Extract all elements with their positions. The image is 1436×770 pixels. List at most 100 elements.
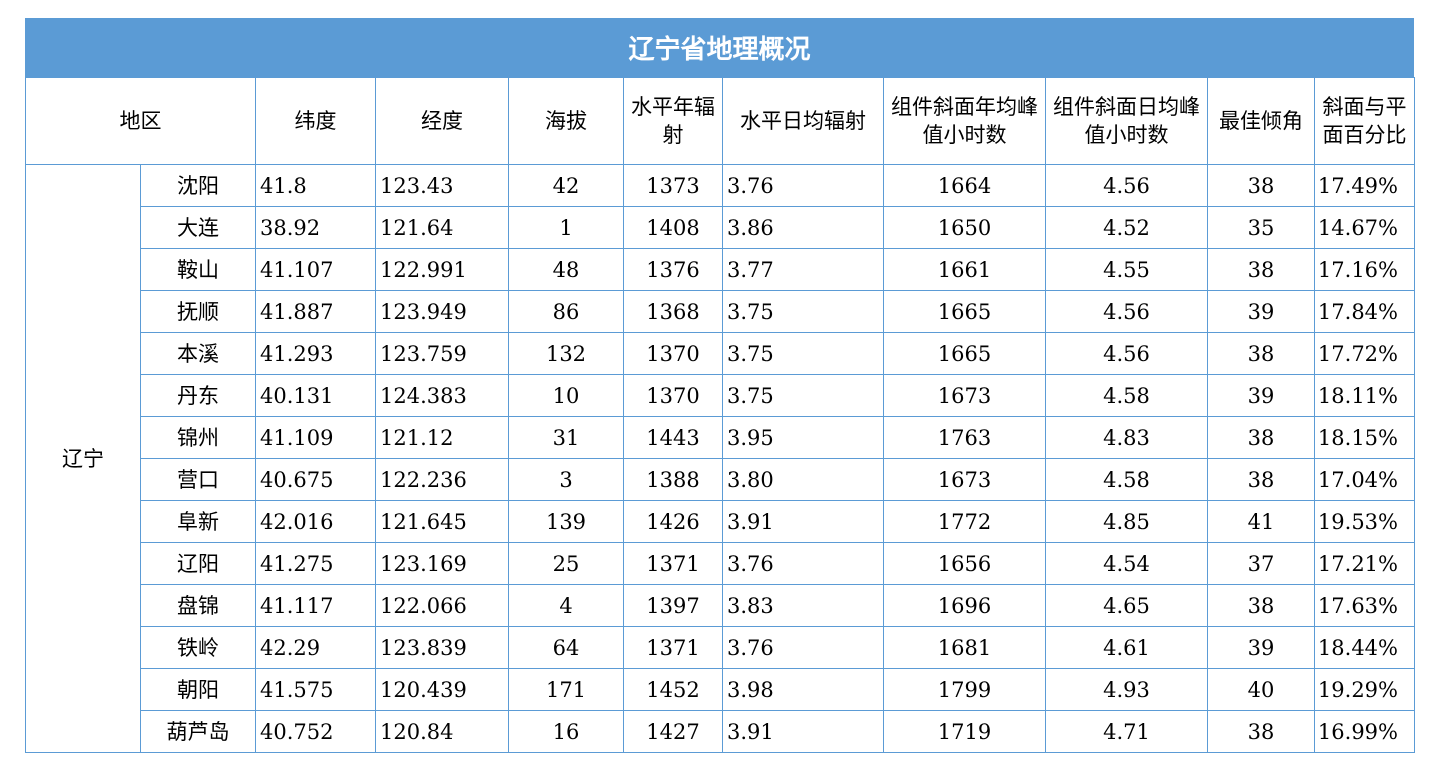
header-region: 地区 [25,77,256,165]
city-name: 辽阳 [140,542,256,585]
table-row: 盘锦 41.117 122.066 4 1397 3.83 1696 4.65 38 17.63% [26,584,1415,627]
altitude-cell: 1 [508,206,624,249]
optimal-tilt-cell: 41 [1207,500,1315,543]
city-name: 阜新 [140,500,256,543]
horizontal-annual-cell: 1426 [623,500,723,543]
tilted-daily-cell: 4.71 [1045,710,1208,753]
header-tilt-to-flat-percentage: 斜面与平面百分比 [1314,77,1415,165]
optimal-tilt-cell: 38 [1207,248,1315,291]
table-row: 鞍山 41.107 122.991 48 1376 3.77 1661 4.55 38 17.16… [26,248,1415,291]
table-row: 抚顺 41.887 123.949 86 1368 3.75 1665 4.56 39 17.84… [26,290,1415,333]
latitude-cell: 38.92 [255,206,376,249]
tilted-daily-cell: 4.58 [1045,458,1208,501]
horizontal-daily-cell: 3.91 [722,710,884,753]
latitude-cell: 41.117 [255,584,376,627]
header-tilted-annual-peak-hours: 组件斜面年均峰值小时数 [883,77,1046,165]
horizontal-daily-cell: 3.76 [722,542,884,585]
longitude-cell: 122.991 [375,248,509,291]
altitude-cell: 139 [508,500,624,543]
optimal-tilt-cell: 35 [1207,206,1315,249]
optimal-tilt-cell: 38 [1207,710,1315,753]
horizontal-annual-cell: 1373 [623,164,723,207]
longitude-cell: 122.236 [375,458,509,501]
horizontal-annual-cell: 1376 [623,248,723,291]
header-altitude: 海拔 [508,77,624,165]
horizontal-annual-cell: 1371 [623,626,723,669]
latitude-cell: 41.8 [255,164,376,207]
longitude-cell: 123.169 [375,542,509,585]
longitude-cell: 123.949 [375,290,509,333]
tilted-daily-cell: 4.56 [1045,164,1208,207]
altitude-cell: 16 [508,710,624,753]
horizontal-daily-cell: 3.86 [722,206,884,249]
city-name: 本溪 [140,332,256,375]
horizontal-annual-cell: 1370 [623,332,723,375]
city-name: 大连 [140,206,256,249]
tilted-annual-cell: 1664 [883,164,1046,207]
percentage-cell: 17.21% [1314,542,1415,585]
city-name: 沈阳 [140,164,256,207]
tilted-annual-cell: 1696 [883,584,1046,627]
percentage-cell: 17.63% [1314,584,1415,627]
percentage-cell: 14.67% [1314,206,1415,249]
tilted-daily-cell: 4.56 [1045,332,1208,375]
region-cell: 辽宁 [25,164,141,753]
tilted-annual-cell: 1763 [883,416,1046,459]
latitude-cell: 41.275 [255,542,376,585]
tilted-annual-cell: 1772 [883,500,1046,543]
header-horizontal-annual-radiation: 水平年辐射 [623,77,723,165]
table-row: 朝阳 41.575 120.439 171 1452 3.98 1799 4.93 40 19.2… [26,668,1415,711]
tilted-annual-cell: 1665 [883,332,1046,375]
horizontal-annual-cell: 1408 [623,206,723,249]
longitude-cell: 120.439 [375,668,509,711]
percentage-cell: 17.04% [1314,458,1415,501]
horizontal-annual-cell: 1368 [623,290,723,333]
horizontal-annual-cell: 1371 [623,542,723,585]
tilted-daily-cell: 4.58 [1045,374,1208,417]
latitude-cell: 40.752 [255,710,376,753]
city-name: 锦州 [140,416,256,459]
altitude-cell: 64 [508,626,624,669]
tilted-daily-cell: 4.65 [1045,584,1208,627]
horizontal-annual-cell: 1427 [623,710,723,753]
longitude-cell: 123.759 [375,332,509,375]
latitude-cell: 41.887 [255,290,376,333]
city-name: 盘锦 [140,584,256,627]
city-name: 营口 [140,458,256,501]
optimal-tilt-cell: 38 [1207,332,1315,375]
city-name: 朝阳 [140,668,256,711]
tilted-annual-cell: 1673 [883,458,1046,501]
horizontal-daily-cell: 3.80 [722,458,884,501]
horizontal-daily-cell: 3.76 [722,164,884,207]
table-row: 辽宁 沈阳 41.8 123.43 42 1373 3.76 1664 4.56 38 17.49% [25,164,1415,753]
table-row: 丹东 40.131 124.383 10 1370 3.75 1673 4.58 39 18.11… [26,374,1415,417]
latitude-cell: 40.675 [255,458,376,501]
percentage-cell: 16.99% [1314,710,1415,753]
latitude-cell: 41.107 [255,248,376,291]
horizontal-daily-cell: 3.77 [722,248,884,291]
header-latitude: 纬度 [255,77,376,165]
header-optimal-tilt: 最佳倾角 [1207,77,1315,165]
percentage-cell: 18.44% [1314,626,1415,669]
table-row: 阜新 42.016 121.645 139 1426 3.91 1772 4.85 41 19.5… [26,500,1415,543]
longitude-cell: 123.43 [375,164,509,207]
altitude-cell: 3 [508,458,624,501]
geo-table: 地区 纬度 经度 海拔 水平年辐射 水平日均辐射 组件斜面年均峰值小时数 组件斜… [25,77,1415,753]
tilted-daily-cell: 4.61 [1045,626,1208,669]
optimal-tilt-cell: 40 [1207,668,1315,711]
table-row: 本溪 41.293 123.759 132 1370 3.75 1665 4.56 38 17.7… [26,332,1415,375]
horizontal-daily-cell: 3.91 [722,500,884,543]
tilted-annual-cell: 1673 [883,374,1046,417]
horizontal-daily-cell: 3.98 [722,668,884,711]
altitude-cell: 171 [508,668,624,711]
city-name: 抚顺 [140,290,256,333]
optimal-tilt-cell: 38 [1207,584,1315,627]
tilted-daily-cell: 4.93 [1045,668,1208,711]
altitude-cell: 132 [508,332,624,375]
tilted-annual-cell: 1665 [883,290,1046,333]
altitude-cell: 86 [508,290,624,333]
header-tilted-daily-peak-hours: 组件斜面日均峰值小时数 [1045,77,1208,165]
altitude-cell: 31 [508,416,624,459]
latitude-cell: 40.131 [255,374,376,417]
tilted-annual-cell: 1656 [883,542,1046,585]
